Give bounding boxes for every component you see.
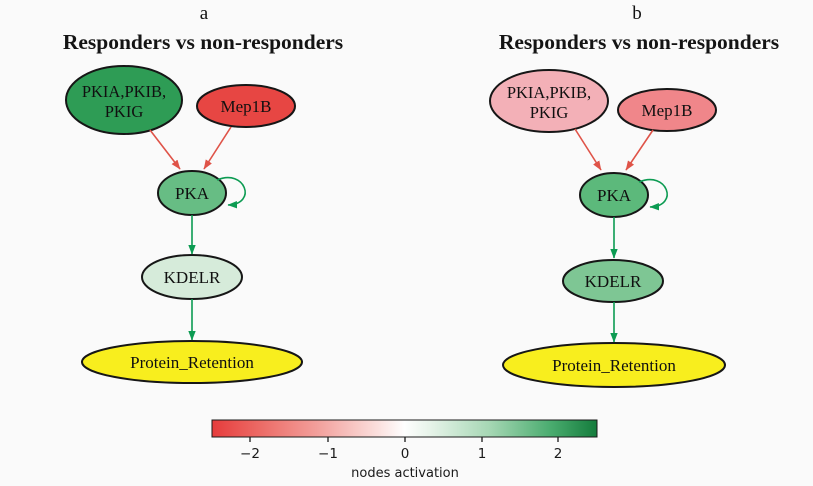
node-kdelr-label-a: KDELR [164,268,221,287]
node-protein-retention-a [81,340,303,384]
colorbar-tick-label: 2 [554,446,563,462]
panel-b-title: Responders vs non-responders [499,30,779,54]
edge-mep1b-to-pka-b [625,129,654,171]
colorbar-tick-label: 0 [401,446,410,462]
node-pkia-b [489,69,609,133]
edge-pka-self-loop-a [216,176,246,209]
colorbar-gradient-bar [211,419,598,438]
colorbar-tick-label: 1 [478,446,487,462]
colorbar: −2 −1 0 1 2 nodes activation [211,419,598,481]
node-mep1b-label-a: Mep1B [221,97,272,116]
node-protein-retention-label-a: Protein_Retention [130,353,254,372]
node-protein-retention-label-b: Protein_Retention [552,356,676,375]
panel-b-corner-label: b [632,3,642,24]
edge-pka-self-loop-b [638,178,668,211]
panel-a-corner-label: a [200,3,209,24]
edge-pkia-to-pka-a [149,129,181,170]
node-mep1b-b [617,88,717,132]
node-kdelr-b [562,259,664,303]
node-kdelr-label-b: KDELR [585,272,642,291]
node-pka-label-b: PKA [597,186,632,205]
colorbar-tick-label: −2 [240,446,260,462]
edge-mep1b-to-pka-a [203,126,232,170]
panel-a: a Responders vs non-responders PKIA,PKIB… [63,3,343,384]
node-pkia-label-line2-a: PKIG [105,102,144,121]
node-pkia-label-line1-b: PKIA,PKIB, [507,83,591,102]
node-pkia-label-line1-a: PKIA,PKIB, [82,82,166,101]
node-protein-retention-b [502,342,726,388]
node-mep1b-a [196,84,296,128]
colorbar-tick-label: −1 [318,446,338,462]
node-mep1b-label-b: Mep1B [642,101,693,120]
node-pkia-a [65,65,183,135]
panel-b: b Responders vs non-responders PKIA,PKIB… [489,3,779,388]
panel-a-title: Responders vs non-responders [63,30,343,54]
colorbar-axis-label: nodes activation [351,466,459,481]
node-pka-label-a: PKA [175,184,210,203]
edge-pkia-to-pka-b [574,128,602,171]
node-pkia-label-line2-b: PKIG [530,103,569,122]
